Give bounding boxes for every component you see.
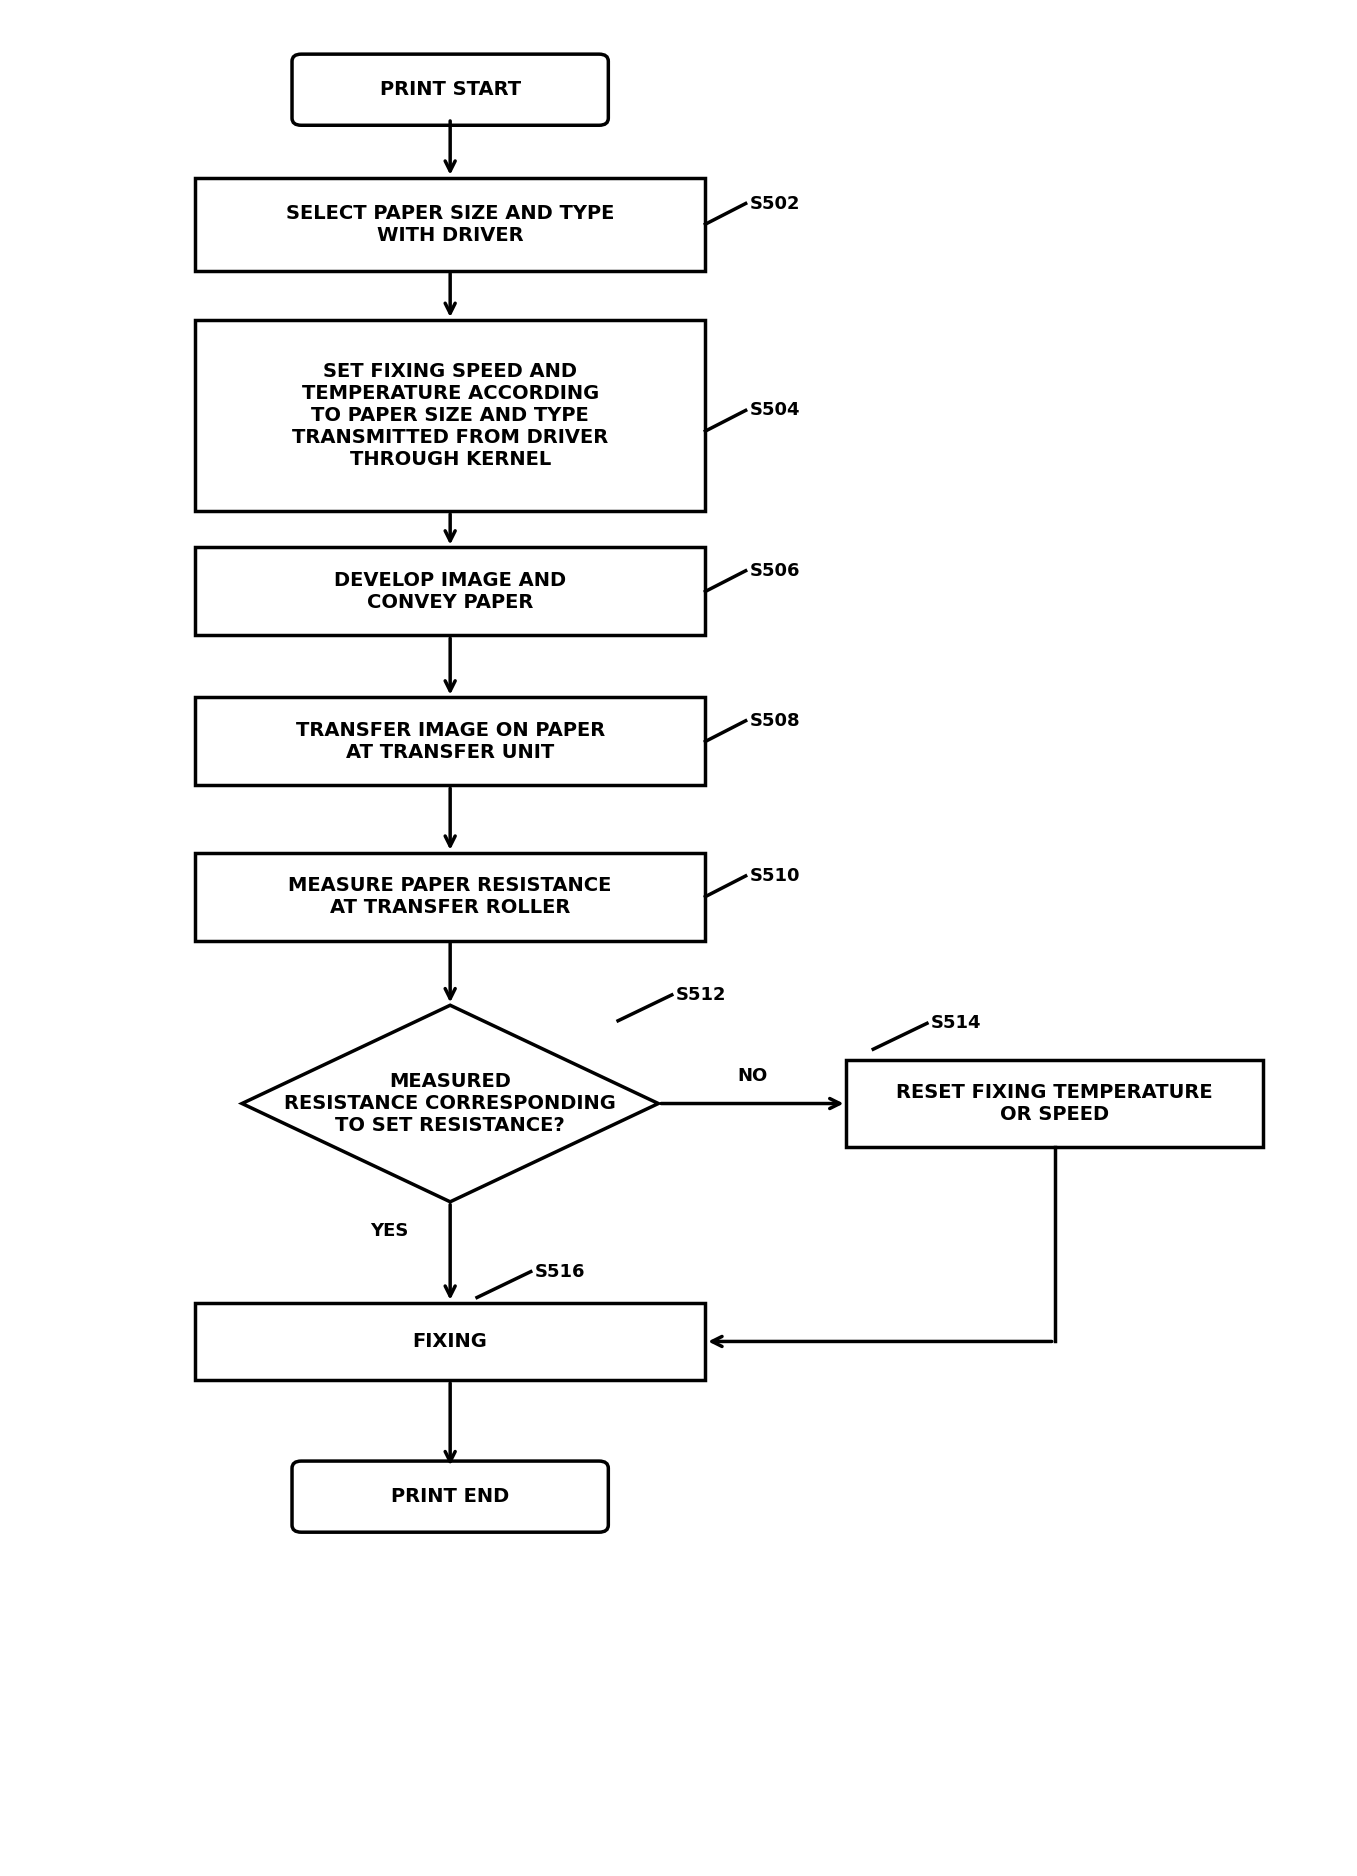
Text: SELECT PAPER SIZE AND TYPE
WITH DRIVER: SELECT PAPER SIZE AND TYPE WITH DRIVER: [286, 204, 615, 244]
Bar: [195, 548, 706, 636]
Bar: [195, 1302, 706, 1381]
Bar: [195, 698, 706, 786]
Bar: [195, 178, 706, 270]
Text: PRINT START: PRINT START: [380, 81, 521, 99]
Text: S504: S504: [749, 401, 801, 420]
Text: S516: S516: [535, 1263, 585, 1281]
Text: S512: S512: [676, 987, 726, 1004]
Text: NO: NO: [737, 1067, 768, 1084]
Text: S502: S502: [749, 195, 801, 212]
Text: S508: S508: [749, 711, 801, 730]
Text: PRINT END: PRINT END: [391, 1488, 509, 1506]
Text: S514: S514: [931, 1015, 981, 1032]
Text: S510: S510: [749, 867, 801, 885]
Text: YES: YES: [370, 1223, 408, 1240]
Text: DEVELOP IMAGE AND
CONVEY PAPER: DEVELOP IMAGE AND CONVEY PAPER: [334, 570, 566, 612]
FancyBboxPatch shape: [292, 1461, 608, 1533]
Text: SET FIXING SPEED AND
TEMPERATURE ACCORDING
TO PAPER SIZE AND TYPE
TRANSMITTED FR: SET FIXING SPEED AND TEMPERATURE ACCORDI…: [292, 362, 608, 469]
Bar: [195, 321, 706, 512]
Text: RESET FIXING TEMPERATURE
OR SPEED: RESET FIXING TEMPERATURE OR SPEED: [896, 1082, 1213, 1124]
Bar: [847, 1060, 1263, 1148]
Polygon shape: [242, 1006, 658, 1203]
Text: MEASURE PAPER RESISTANCE
AT TRANSFER ROLLER: MEASURE PAPER RESISTANCE AT TRANSFER ROL…: [289, 876, 612, 917]
Text: S506: S506: [749, 561, 801, 580]
Bar: [195, 854, 706, 940]
Text: MEASURED
RESISTANCE CORRESPONDING
TO SET RESISTANCE?: MEASURED RESISTANCE CORRESPONDING TO SET…: [284, 1071, 616, 1135]
Text: FIXING: FIXING: [413, 1332, 487, 1351]
Text: TRANSFER IMAGE ON PAPER
AT TRANSFER UNIT: TRANSFER IMAGE ON PAPER AT TRANSFER UNIT: [296, 720, 605, 762]
FancyBboxPatch shape: [292, 54, 608, 126]
